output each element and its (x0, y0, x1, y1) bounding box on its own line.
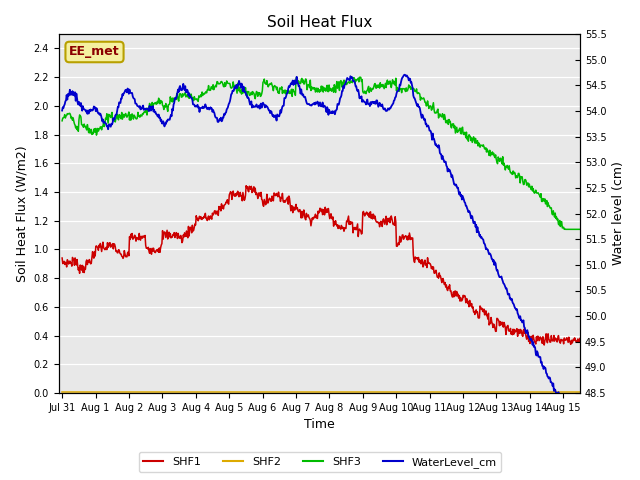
WaterLevel_cm (388, 103, 396, 108)
SHF1 (90, 255, 98, 261)
Line: SHF1: SHF1 (62, 186, 580, 345)
SHF1 (360, 209, 367, 215)
SHF3 (505, 167, 513, 172)
SHF1 (505, 328, 513, 334)
SHF2 (388, 390, 396, 396)
SHF3 (561, 227, 568, 232)
SHF2 (90, 390, 98, 396)
Title: Soil Heat Flux: Soil Heat Flux (267, 15, 372, 30)
WaterLevel_cm (90, 104, 98, 109)
SHF1 (540, 342, 548, 348)
WaterLevel_cm (359, 97, 367, 103)
SHF2 (372, 390, 380, 396)
Text: EE_met: EE_met (69, 46, 120, 59)
SHF1 (243, 183, 250, 189)
SHF1 (388, 219, 396, 225)
WaterLevel_cm (452, 182, 460, 188)
Line: WaterLevel_cm: WaterLevel_cm (62, 75, 580, 396)
SHF1 (452, 288, 460, 294)
SHF3 (90, 126, 98, 132)
Line: SHF3: SHF3 (62, 77, 580, 229)
SHF2 (451, 390, 459, 396)
SHF3 (576, 227, 584, 232)
SHF3 (388, 77, 396, 83)
SHF3 (373, 82, 381, 88)
WaterLevel_cm (58, 108, 66, 113)
X-axis label: Time: Time (304, 419, 335, 432)
SHF1 (373, 219, 381, 225)
SHF2 (504, 390, 512, 396)
SHF2 (359, 390, 367, 396)
Y-axis label: Water level (cm): Water level (cm) (612, 162, 625, 265)
SHF2 (58, 390, 66, 396)
SHF3 (452, 130, 460, 136)
Legend: SHF1, SHF2, SHF3, WaterLevel_cm: SHF1, SHF2, SHF3, WaterLevel_cm (138, 452, 502, 472)
WaterLevel_cm (576, 393, 584, 398)
WaterLevel_cm (401, 72, 409, 78)
SHF1 (576, 336, 584, 341)
SHF3 (360, 90, 367, 96)
Y-axis label: Soil Heat Flux (W/m2): Soil Heat Flux (W/m2) (15, 145, 28, 282)
WaterLevel_cm (505, 291, 513, 297)
SHF1 (58, 255, 66, 261)
SHF2 (576, 390, 584, 396)
SHF3 (356, 74, 364, 80)
SHF3 (58, 118, 66, 124)
WaterLevel_cm (372, 97, 380, 103)
WaterLevel_cm (554, 393, 562, 398)
